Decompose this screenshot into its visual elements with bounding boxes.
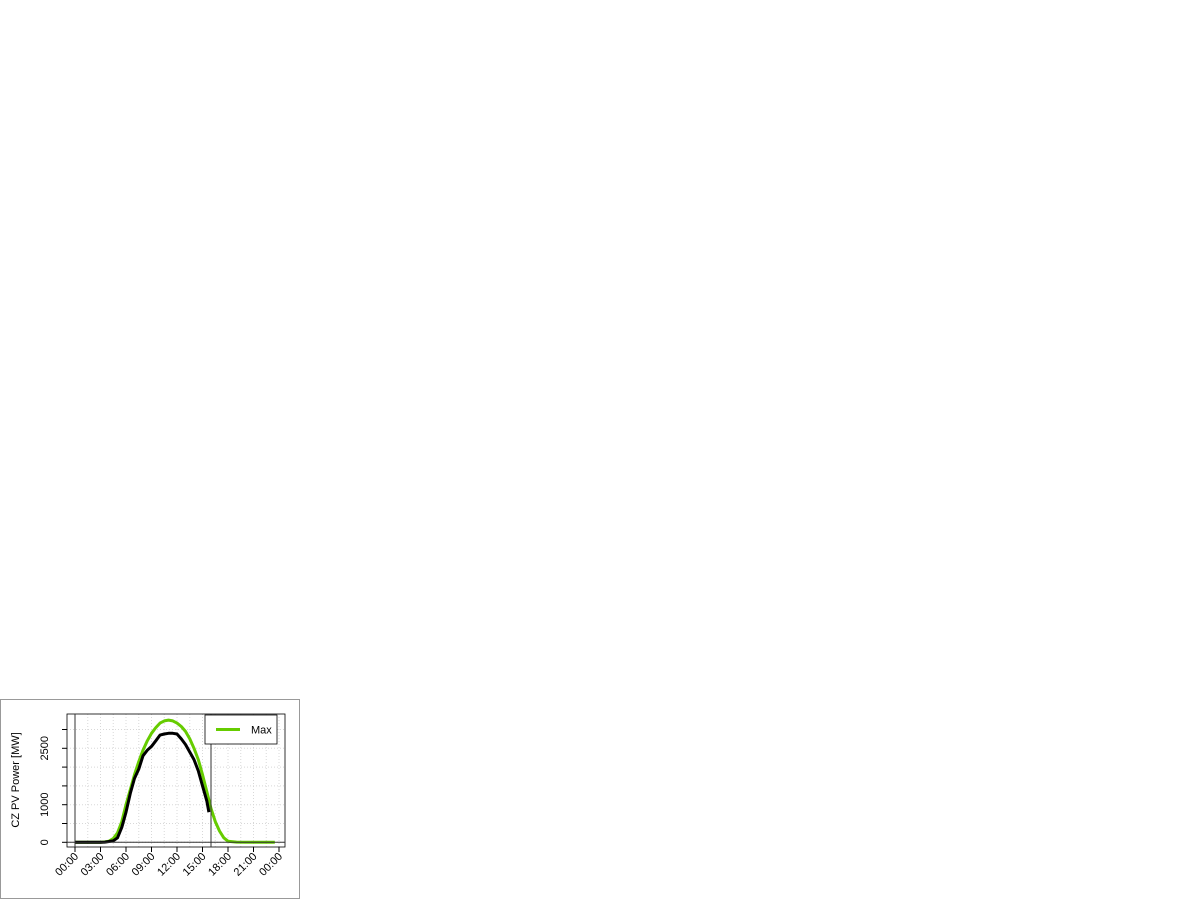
legend: Max [204,714,278,745]
y-tick-label: 1000 [39,792,51,816]
y-tick-label: 0 [39,839,51,845]
y-axis-label: CZ PV Power [MW] [10,732,22,827]
x-tick-label: 15:00 [181,851,209,879]
series-actual-line [75,731,211,844]
x-tick-label: 00:00 [257,851,285,879]
x-tick-label: 18:00 [206,851,234,879]
x-tick-label: 03:00 [79,851,107,879]
x-tick-label: 09:00 [130,851,158,879]
y-tick-label: 2500 [39,736,51,760]
series-max-line [75,718,275,844]
x-tick-label: 21:00 [232,851,260,879]
x-tick-label: 00:00 [53,851,81,879]
plot-box [66,713,286,848]
x-tick-label: 12:00 [155,851,183,879]
x-tick-label: 06:00 [104,851,132,879]
grid [67,714,285,847]
chart-frame [0,699,300,899]
legend-label-max: Max [251,725,272,737]
